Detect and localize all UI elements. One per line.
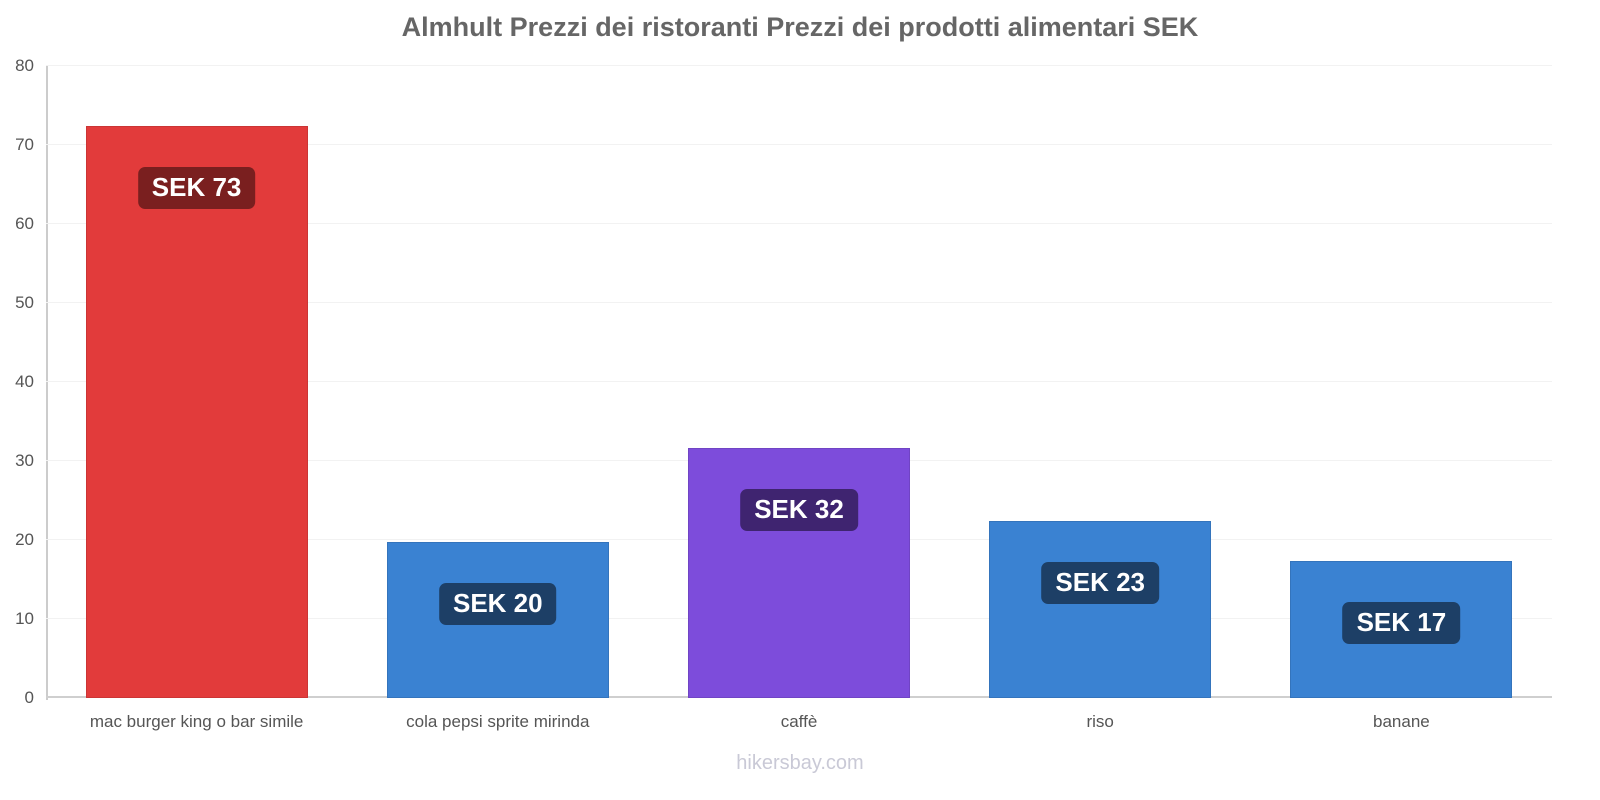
x-tick-label: riso bbox=[1086, 712, 1114, 731]
bar[interactable]: SEK 73 bbox=[85, 126, 308, 698]
y-tick-label: 20 bbox=[15, 530, 34, 549]
gridline-50 bbox=[46, 302, 1552, 303]
y-tick-label: 80 bbox=[15, 56, 34, 75]
bar[interactable]: SEK 17 bbox=[1290, 560, 1513, 698]
y-tick-label: 70 bbox=[15, 135, 34, 154]
y-tick-label: 0 bbox=[24, 688, 34, 707]
bar-value-label: SEK 20 bbox=[438, 583, 557, 626]
bar[interactable]: SEK 32 bbox=[688, 448, 910, 698]
x-tick-label: caffè bbox=[780, 712, 818, 731]
x-tick-label: banane bbox=[1373, 712, 1430, 731]
gridline-60 bbox=[46, 223, 1552, 224]
footer-watermark: hikersbay.com bbox=[736, 752, 864, 774]
y-tick-label: 30 bbox=[15, 451, 34, 470]
chart-title: Almhult Prezzi dei ristoranti Prezzi dei… bbox=[401, 12, 1199, 42]
y-tick-label: 10 bbox=[15, 609, 34, 628]
plot-area: SEK 73 SEK 20 SEK 32 SEK 23 SEK 17 bbox=[46, 65, 1552, 698]
y-tick-label: 40 bbox=[15, 372, 34, 391]
bar-value-label: SEK 23 bbox=[1041, 562, 1159, 605]
gridline-80 bbox=[46, 65, 1552, 66]
y-tick-label: 60 bbox=[15, 214, 34, 233]
bar-value-label: SEK 17 bbox=[1342, 601, 1461, 644]
x-tick-label: mac burger king o bar simile bbox=[89, 712, 304, 731]
gridline-40 bbox=[46, 381, 1552, 382]
y-axis-line bbox=[46, 66, 48, 700]
bar-value-label: SEK 32 bbox=[740, 489, 858, 532]
x-tick-label: cola pepsi sprite mirinda bbox=[406, 712, 590, 731]
bar[interactable]: SEK 20 bbox=[386, 542, 609, 698]
y-tick-label: 50 bbox=[15, 293, 34, 312]
bar[interactable]: SEK 23 bbox=[989, 521, 1212, 698]
bar-value-label: SEK 73 bbox=[137, 167, 256, 210]
gridline-70 bbox=[46, 144, 1552, 145]
